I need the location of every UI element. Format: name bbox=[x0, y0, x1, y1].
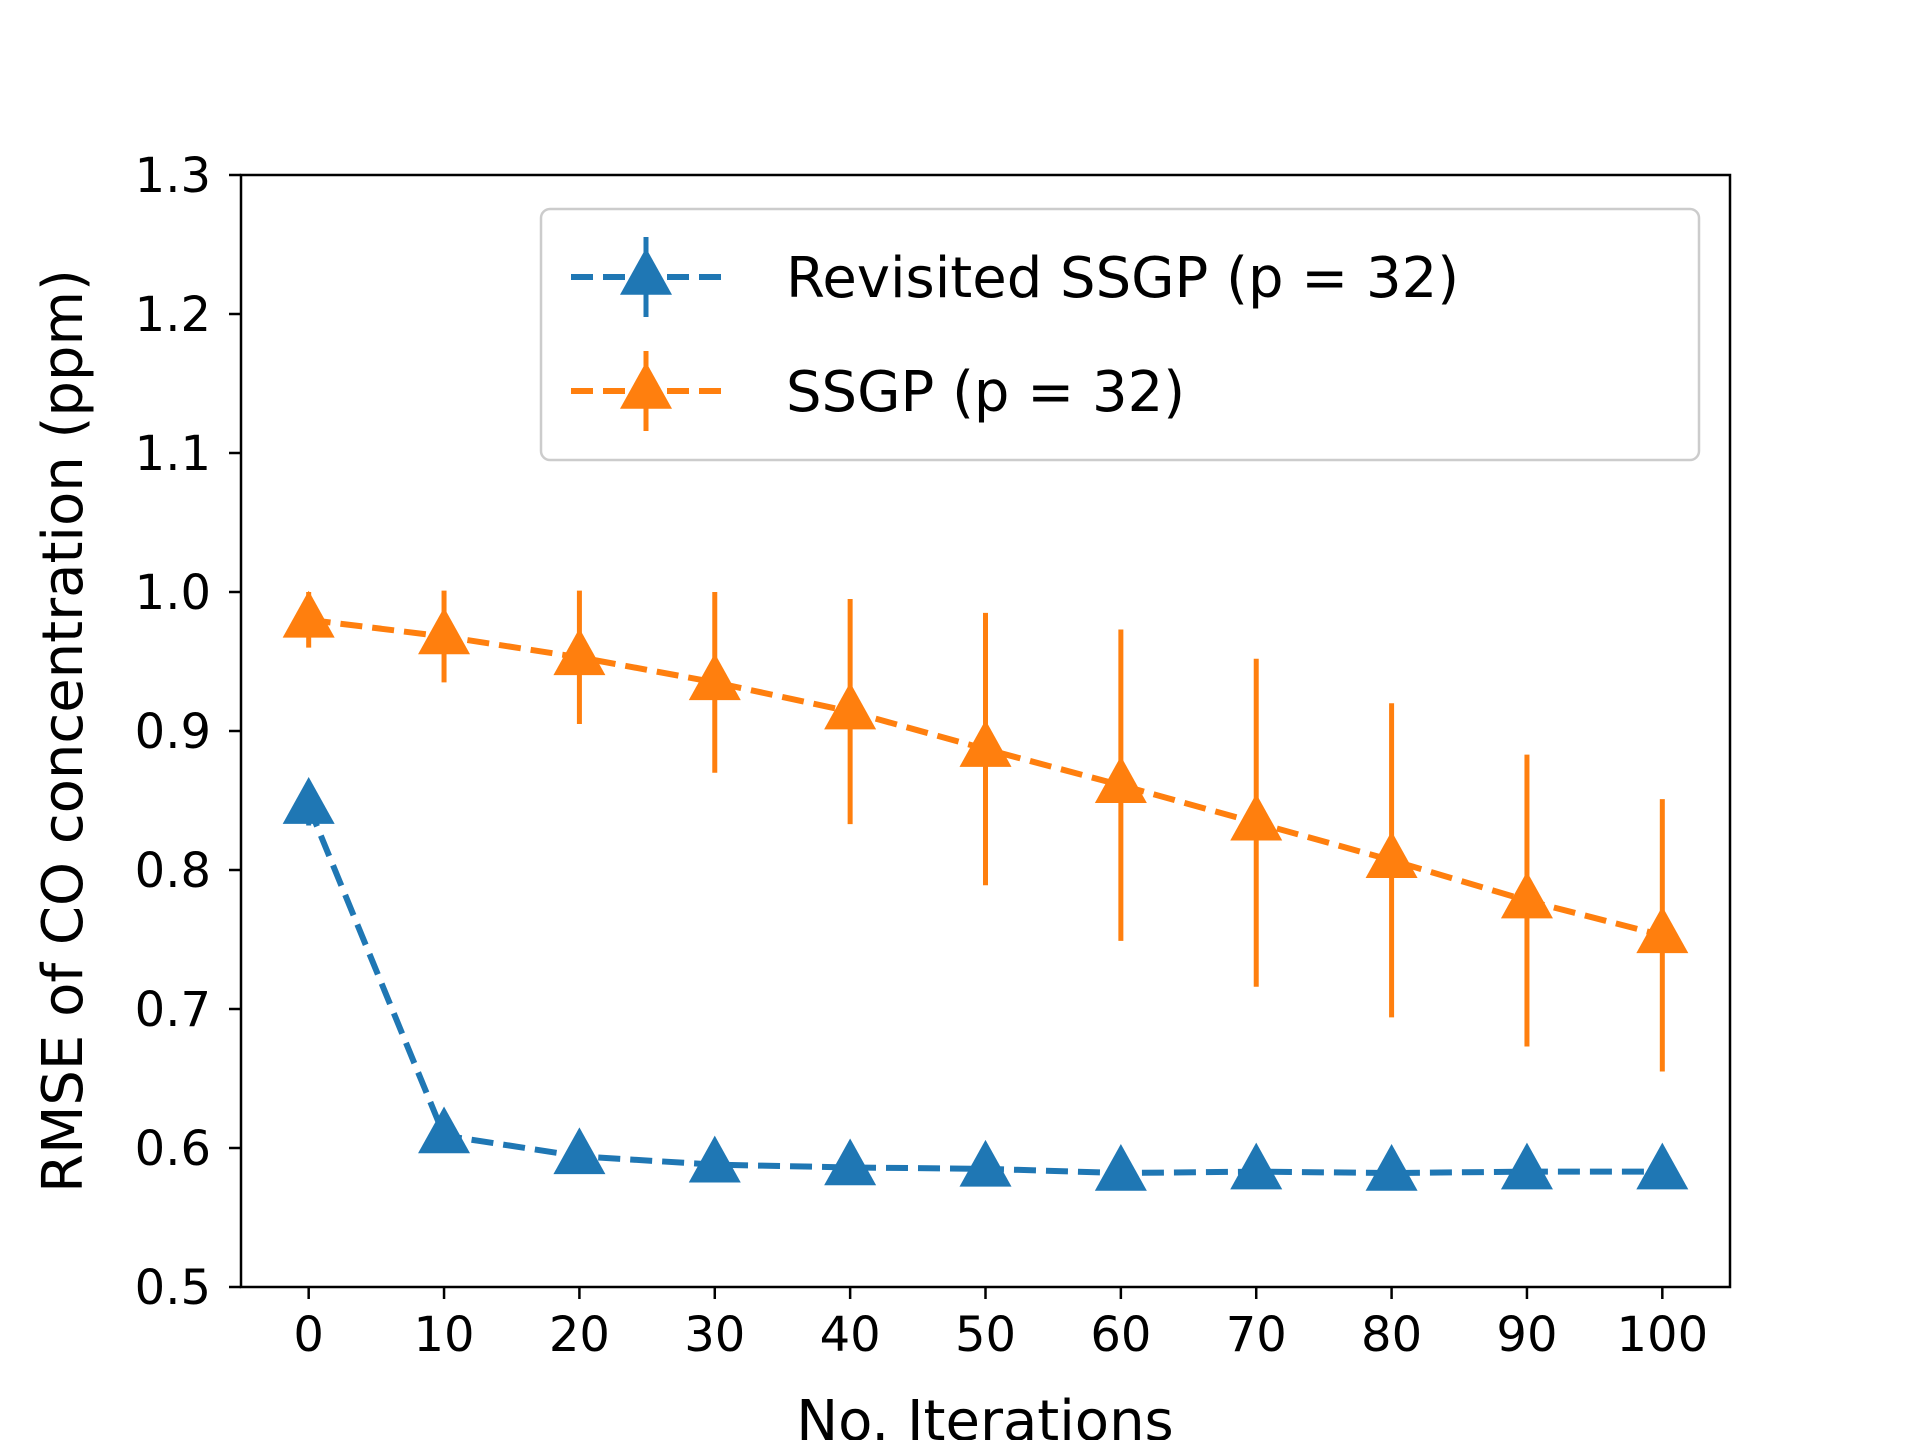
x-tick-label: 30 bbox=[684, 1307, 745, 1363]
data-point-marker bbox=[1094, 756, 1147, 803]
y-tick-label: 1.0 bbox=[135, 565, 211, 621]
data-point-marker bbox=[1365, 831, 1418, 879]
legend-marker-swatch bbox=[620, 361, 672, 409]
legend-series-suffix: (p = 32) bbox=[952, 360, 1185, 425]
x-tick-label: 100 bbox=[1617, 1307, 1709, 1363]
legend-series-suffix: (p = 32) bbox=[1226, 246, 1459, 311]
data-point-marker bbox=[282, 777, 335, 824]
x-tick-label: 80 bbox=[1361, 1307, 1422, 1363]
data-point-marker bbox=[959, 1139, 1012, 1187]
y-tick-label: 1.3 bbox=[135, 148, 211, 204]
data-point-marker bbox=[959, 720, 1012, 767]
x-tick-label: 20 bbox=[549, 1307, 610, 1363]
legend: Revisited SSGP (p = 32)SSGP (p = 32) bbox=[539, 207, 1701, 462]
y-tick-label: 0.8 bbox=[135, 843, 211, 899]
x-tick-label: 70 bbox=[1226, 1307, 1287, 1363]
x-tick-label: 0 bbox=[293, 1307, 324, 1363]
ticks-layer: 0 10 20 30 40 50 60 70 80 90 100 0.5 0.6 0.7 0.8 0.9 1.0… bbox=[135, 148, 1708, 1363]
legend-label: SSGP (p = 32) bbox=[786, 360, 1185, 425]
legend-entry: SSGP (p = 32) bbox=[571, 351, 1185, 431]
x-tick-label: 50 bbox=[955, 1307, 1016, 1363]
y-tick-label: 1.2 bbox=[135, 287, 211, 343]
data-point-marker bbox=[1500, 871, 1553, 919]
data-point-marker bbox=[824, 1138, 877, 1186]
data-point-marker bbox=[1365, 1144, 1418, 1191]
legend-series-name: SSGP bbox=[786, 360, 952, 425]
data-point-marker bbox=[418, 1106, 471, 1154]
y-tick-label: 0.9 bbox=[135, 704, 211, 760]
data-point-marker bbox=[1636, 906, 1689, 954]
x-tick-label: 90 bbox=[1496, 1307, 1557, 1363]
x-tick-label: 40 bbox=[820, 1307, 881, 1363]
data-point-marker bbox=[1094, 1144, 1147, 1191]
legend-marker-swatch bbox=[620, 247, 672, 295]
data-point-marker bbox=[1230, 1142, 1283, 1190]
legend-frame bbox=[539, 207, 1701, 462]
series-layer bbox=[282, 590, 1689, 1191]
legend-entry: Revisited SSGP (p = 32) bbox=[571, 237, 1459, 317]
y-tick-label: 0.5 bbox=[135, 1260, 211, 1316]
data-point-marker bbox=[553, 628, 606, 676]
data-point-marker bbox=[688, 1135, 741, 1183]
series-ssgp bbox=[282, 590, 1689, 1072]
data-point-marker bbox=[1500, 1142, 1553, 1190]
legend-label: Revisited SSGP (p = 32) bbox=[786, 246, 1459, 311]
y-tick-label: 0.7 bbox=[135, 982, 211, 1038]
y-tick-label: 0.6 bbox=[135, 1121, 211, 1177]
data-point-marker bbox=[1230, 793, 1283, 841]
data-point-marker bbox=[282, 590, 335, 638]
x-tick-label: 60 bbox=[1090, 1307, 1151, 1363]
data-point-marker bbox=[688, 653, 741, 701]
data-point-marker bbox=[824, 682, 877, 730]
legend-series-name: Revisited SSGP bbox=[786, 246, 1226, 311]
y-axis-label: RMSE of CO concentration (ppm) bbox=[31, 269, 96, 1193]
x-axis-label: No. Iterations bbox=[796, 1389, 1173, 1440]
x-tick-label: 10 bbox=[414, 1307, 475, 1363]
data-point-marker bbox=[418, 607, 471, 655]
series-revisited-ssgp bbox=[282, 777, 1689, 1191]
data-point-marker bbox=[1636, 1142, 1689, 1190]
data-point-marker bbox=[553, 1127, 606, 1175]
y-tick-label: 1.1 bbox=[135, 426, 211, 482]
